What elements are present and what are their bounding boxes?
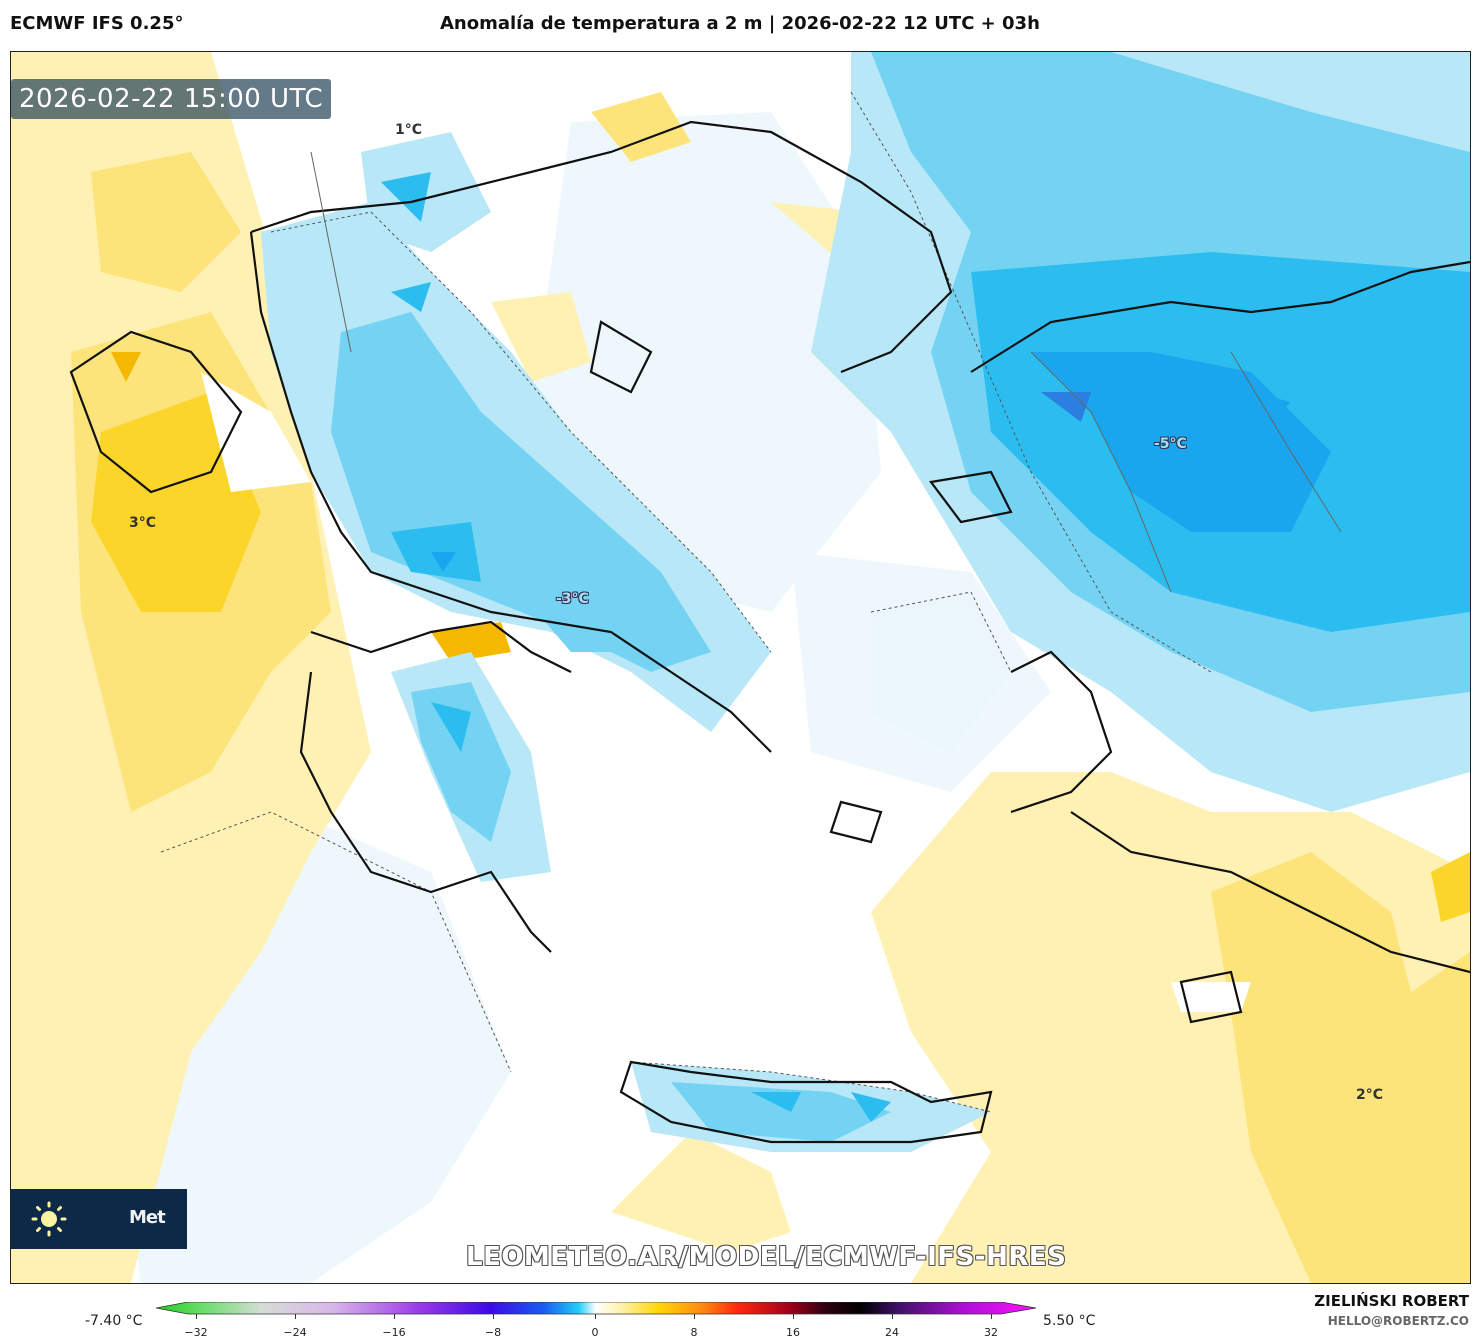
valid-time-badge: 2026-02-22 15:00 UTC: [11, 79, 332, 119]
logo-text: Met: [129, 1207, 166, 1228]
header-title: Anomalía de temperatura a 2 m | 2026-02-…: [440, 13, 1040, 34]
colorbar-tick: 24: [885, 1326, 899, 1339]
map-frame[interactable]: 2026-02-22 15:00 UTC 1°C 3°C -3°C -5°C 2…: [10, 51, 1471, 1284]
contour-label-minus5c: -5°C: [1154, 436, 1187, 452]
colorbar-tick: 16: [786, 1326, 800, 1339]
author-email[interactable]: HELLO@ROBERTZ.CO: [1327, 1314, 1469, 1328]
author-credit: ZIELIŃSKI ROBERT: [1314, 1292, 1469, 1310]
sun-icon: [31, 1201, 67, 1237]
contour-label-2c: 2°C: [1356, 1087, 1384, 1103]
colorbar-tick: −8: [484, 1326, 502, 1339]
colorbar-min-label: -7.40 °C: [85, 1313, 143, 1329]
contour-label-minus3c: -3°C: [556, 591, 589, 607]
colorbar-tick: −32: [184, 1326, 208, 1339]
colorbar-max-label: 5.50 °C: [1043, 1313, 1096, 1329]
colorbar: −32 −24 −16 −8 0 8 16 24 32: [155, 1301, 1037, 1339]
source-watermark: LEOMETEO.AR/MODEL/ECMWF-IFS-HRES: [466, 1242, 1067, 1272]
colorbar-tick: 0: [591, 1326, 599, 1339]
colorbar-gradient: [155, 1301, 1037, 1315]
header-model: ECMWF IFS 0.25°: [10, 13, 184, 34]
contour-label-1c: 1°C: [395, 122, 423, 138]
contour-label-3c: 3°C: [129, 515, 157, 531]
colorbar-tick: −24: [283, 1326, 307, 1339]
temperature-anomaly-map: [11, 52, 1470, 1283]
colorbar-tick: 32: [984, 1326, 998, 1339]
colorbar-tick: −16: [382, 1326, 406, 1339]
brand-logo[interactable]: Met: [11, 1189, 187, 1249]
colorbar-tick: 8: [690, 1326, 698, 1339]
